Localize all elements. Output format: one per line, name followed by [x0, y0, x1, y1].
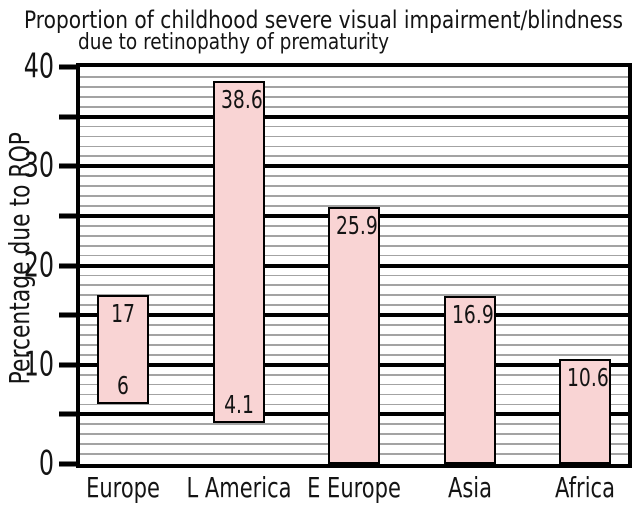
plot-area: 0 10 20 30 40 17 6 Europe 38.6 4.1 L America 25.9 E …	[24, 49, 632, 502]
bar-africa: 10.6	[559, 358, 611, 464]
minor-gridline	[80, 205, 628, 207]
minor-gridline	[80, 85, 628, 88]
bar-value-label-bottom: 6	[117, 371, 129, 401]
x-tick-label-asia: Asia	[447, 471, 492, 504]
y-axis-tick	[59, 263, 80, 268]
major-gridline	[80, 114, 628, 119]
y-axis-tick	[59, 114, 80, 120]
y-axis-tick	[59, 163, 80, 169]
chart-subtitle: due to retinopathy of prematurity	[78, 30, 390, 55]
y-axis-tick	[59, 64, 80, 70]
y-tick-label: 20	[23, 244, 54, 285]
bar-value-label-bottom: 4.1	[223, 390, 254, 420]
minor-gridline	[80, 155, 628, 158]
y-tick-label: 40	[23, 46, 54, 87]
x-tick-label-e-europe: E Europe	[307, 471, 401, 504]
minor-gridline	[80, 76, 628, 78]
bar-asia: 16.9	[443, 296, 496, 464]
minor-gridline	[80, 175, 628, 178]
y-axis-tick	[59, 461, 80, 467]
bar-value-label-top: 16.9	[451, 300, 494, 330]
bar-e-europe: 25.9	[328, 206, 380, 464]
major-gridline	[80, 164, 628, 169]
y-axis-tick	[59, 312, 80, 318]
y-tick-label: 30	[23, 145, 54, 186]
minor-gridline	[80, 135, 628, 138]
y-tick-label: 0	[38, 443, 54, 484]
minor-gridline	[80, 185, 628, 187]
chart-title: Proportion of childhood severe visual im…	[24, 6, 624, 34]
x-tick-label-l-america: L America	[186, 471, 291, 504]
bar-value-label-top: 10.6	[567, 362, 609, 392]
bar-value-label-top: 38.6	[220, 84, 263, 114]
minor-gridline	[80, 105, 628, 108]
y-tick-label: 10	[23, 344, 54, 385]
y-axis-tick	[59, 362, 80, 368]
bar-europe: 17 6	[97, 295, 149, 405]
minor-gridline	[80, 125, 628, 128]
bar-value-label-top: 17	[111, 299, 135, 329]
x-tick-label-africa: Africa	[555, 471, 615, 504]
minor-gridline	[80, 145, 628, 148]
y-axis-tick	[59, 213, 80, 219]
minor-gridline	[80, 195, 628, 197]
minor-gridline	[80, 95, 628, 98]
y-axis-tick	[59, 411, 80, 417]
bar-l-america: 38.6 4.1	[212, 80, 265, 424]
x-tick-label-europe: Europe	[86, 471, 160, 504]
bar-value-label-top: 25.9	[336, 210, 378, 240]
